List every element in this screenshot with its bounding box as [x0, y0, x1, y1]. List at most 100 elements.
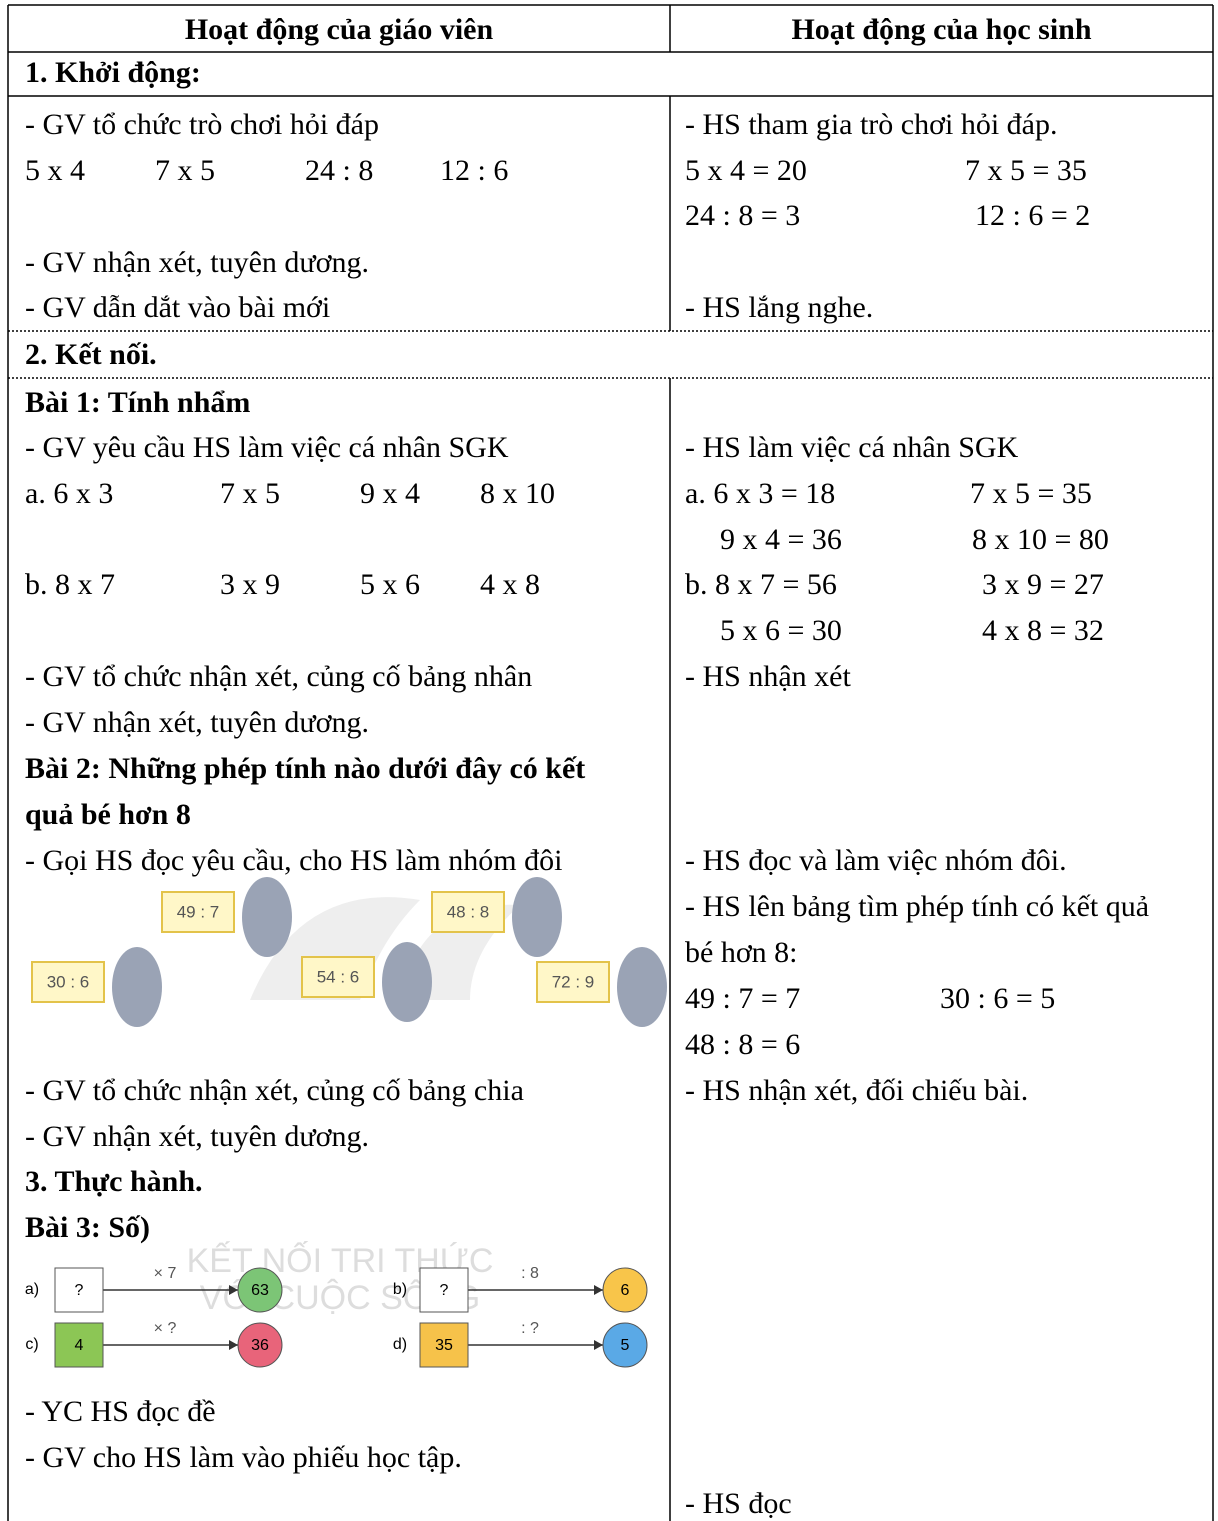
exercise-title: Bài 3: Số): [25, 1211, 151, 1244]
text-line: 4 x 8 = 32: [982, 614, 1104, 647]
card-label: 49 : 7: [177, 902, 220, 921]
text-line: - HS lên bảng tìm phép tính có kết quả: [685, 890, 1150, 923]
operation: × 7: [154, 1265, 177, 1282]
text-line: 24 : 8: [305, 154, 374, 187]
input-value: ?: [75, 1282, 84, 1299]
card: [161, 891, 235, 933]
text-line: - HS nhận xét: [685, 660, 851, 693]
section-title: 1. Khởi động:: [25, 56, 201, 89]
part-label: c): [25, 1336, 38, 1353]
text-line: a. 6 x 3: [25, 477, 114, 510]
part-label: d): [393, 1336, 407, 1353]
section-title: 3. Thực hành.: [25, 1165, 203, 1198]
output-value: 5: [621, 1337, 630, 1354]
text-line: 5 x 4 = 20: [685, 154, 807, 187]
text-line: - GV nhận xét, tuyên dương.: [25, 246, 370, 279]
text-line: - GV dẫn dắt vào bài mới: [25, 291, 331, 324]
text-line: 7 x 5 = 35: [970, 477, 1092, 510]
exercise-title: quả bé hơn 8: [25, 798, 191, 831]
card: [31, 961, 105, 1003]
text-line: 3 x 9: [220, 568, 280, 601]
text-line: 24 : 8 = 3: [685, 199, 801, 232]
exercise-title: Bài 2: Những phép tính nào dưới đây có k…: [25, 752, 586, 785]
output-circle: [237, 1267, 283, 1313]
rhino: [112, 947, 162, 1027]
column-header: Hoạt động của học sinh: [791, 13, 1092, 46]
text-line: 12 : 6 = 2: [975, 199, 1091, 232]
output-value: 6: [621, 1282, 630, 1299]
input-value: ?: [440, 1282, 449, 1299]
text-line: - HS lắng nghe.: [685, 291, 874, 324]
rhino: [512, 877, 562, 957]
output-circle: [602, 1267, 648, 1313]
arrow-head: [594, 1340, 603, 1350]
table-lines: [7, 4, 1214, 1521]
output-value: 63: [251, 1282, 269, 1299]
card: [536, 961, 610, 1003]
output-circle: [602, 1322, 648, 1368]
input-box: [419, 1267, 469, 1313]
rhino: [382, 942, 432, 1022]
text-line: - GV tổ chức trò chơi hỏi đáp: [25, 108, 379, 141]
text-line: - HS nhận xét, đối chiếu bài.: [685, 1074, 1029, 1107]
part-label: b): [393, 1281, 407, 1298]
text-line: - HS đọc và làm việc nhóm đôi.: [685, 844, 1067, 877]
column-header: Hoạt động của giáo viên: [184, 13, 494, 46]
text-line: - HS đọc: [685, 1487, 792, 1520]
arrow-head: [229, 1340, 238, 1350]
text-line: 7 x 5 = 35: [965, 154, 1087, 187]
input-value: 4: [75, 1337, 84, 1354]
text-line: 8 x 10: [480, 477, 555, 510]
card-label: 30 : 6: [47, 972, 90, 991]
text-line: 5 x 6: [360, 568, 420, 601]
text-line: 4 x 8: [480, 568, 540, 601]
part-label: a): [25, 1281, 39, 1298]
rhino: [242, 877, 292, 957]
card-label: 54 : 6: [317, 967, 360, 986]
card: [431, 891, 505, 933]
text-line: 5 x 4: [25, 154, 85, 187]
input-value: 35: [435, 1337, 453, 1354]
text-line: 8 x 10 = 80: [972, 523, 1109, 556]
operation: : 8: [521, 1265, 539, 1282]
output-value: 36: [251, 1337, 269, 1354]
text-line: 9 x 4 = 36: [720, 523, 842, 556]
text-line: 9 x 4: [360, 477, 420, 510]
text-line: 30 : 6 = 5: [940, 982, 1056, 1015]
text-line: - YC HS đọc đề: [25, 1395, 216, 1428]
text-line: - GV tổ chức nhận xét, củng cố bảng nhân: [25, 660, 533, 693]
arrow-head: [229, 1285, 238, 1295]
text-line: - GV cho HS làm vào phiếu học tập.: [25, 1441, 462, 1474]
text-line: - GV nhận xét, tuyên dương.: [25, 1120, 370, 1153]
text-line: bé hơn 8:: [685, 936, 798, 969]
text-line: - Gọi HS đọc yêu cầu, cho HS làm nhóm đô…: [25, 844, 563, 877]
output-circle: [237, 1322, 283, 1368]
text-line: 7 x 5: [220, 477, 280, 510]
text-line: - GV nhận xét, tuyên dương.: [25, 706, 370, 739]
card: [301, 956, 375, 998]
section-title: 2. Kết nối.: [25, 338, 157, 371]
card-label: 48 : 8: [447, 902, 490, 921]
operation: × ?: [154, 1320, 177, 1337]
rhino: [617, 947, 667, 1027]
text-line: b. 8 x 7: [25, 568, 115, 601]
text-line: 12 : 6: [440, 154, 509, 187]
card-label: 72 : 9: [552, 972, 595, 991]
arrow-head: [594, 1285, 603, 1295]
text-line: a. 6 x 3 = 18: [685, 477, 836, 510]
operation: : ?: [521, 1320, 539, 1337]
input-box: [54, 1322, 104, 1368]
text-line: 5 x 6 = 30: [720, 614, 842, 647]
exercise-title: Bài 1: Tính nhẩm: [25, 386, 251, 419]
text-line: 3 x 9 = 27: [982, 568, 1104, 601]
text-line: 7 x 5: [155, 154, 215, 187]
text-line: - GV yêu cầu HS làm việc cá nhân SGK: [25, 431, 509, 464]
text-line: - HS làm việc cá nhân SGK: [685, 431, 1019, 464]
input-box: [54, 1267, 104, 1313]
text-line: 48 : 8 = 6: [685, 1028, 801, 1061]
text-line: 49 : 7 = 7: [685, 982, 801, 1015]
input-box: [419, 1322, 469, 1368]
text-line: - HS tham gia trò chơi hỏi đáp.: [685, 108, 1058, 141]
text-line: - GV tổ chức nhận xét, củng cố bảng chia: [25, 1074, 524, 1107]
